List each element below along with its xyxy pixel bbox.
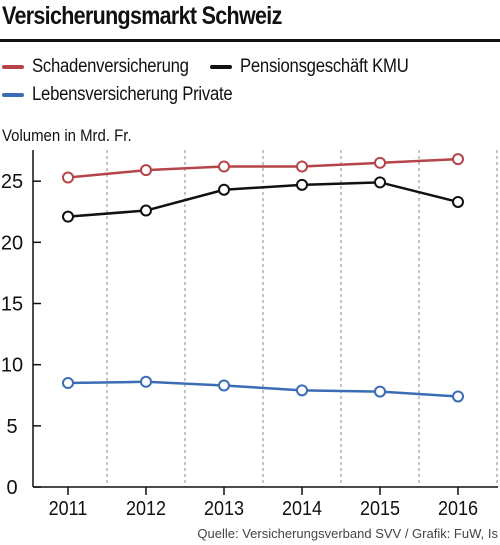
data-point	[452, 390, 464, 403]
legend-swatch-blue	[2, 93, 24, 97]
data-point	[62, 171, 74, 184]
legend-swatch-red	[2, 65, 24, 69]
data-point	[296, 178, 308, 191]
legend-label: Schadenversicherung	[32, 56, 189, 77]
x-tick-label: 2012	[126, 498, 166, 520]
y-tick-label: 20	[1, 232, 23, 254]
source-note: Quelle: Versicherungsverband SVV / Grafi…	[197, 526, 498, 541]
y-tick-label: 15	[1, 294, 23, 316]
series-line-0	[67, 157, 459, 179]
y-tick-label: 25	[1, 171, 23, 193]
x-tick-label: 2015	[360, 498, 400, 520]
data-point	[62, 377, 74, 390]
legend-item-schadenversicherung: Schadenversicherung	[2, 56, 210, 78]
series-line-1	[67, 181, 459, 218]
x-tick-label: 2013	[204, 498, 244, 520]
legend-item-pensionsgeschaeft: Pensionsgeschäft KMU	[210, 56, 432, 78]
data-point	[62, 210, 74, 223]
x-tick-label: 2011	[49, 498, 88, 520]
legend-swatch-black	[210, 65, 232, 69]
y-tick-label: 10	[1, 355, 23, 377]
legend-label: Pensionsgeschäft KMU	[240, 56, 409, 77]
legend-item-lebensversicherung: Lebensversicherung Private	[2, 84, 260, 106]
data-point	[218, 160, 230, 173]
data-point	[218, 379, 230, 392]
data-point	[452, 195, 464, 208]
title-rule	[0, 39, 500, 42]
data-point	[374, 176, 386, 189]
y-axis-label: Volumen in Mrd. Fr.	[2, 127, 132, 145]
data-point	[140, 375, 152, 388]
data-point	[296, 384, 308, 397]
chart-title: Versicherungsmarkt Schweiz	[2, 2, 282, 30]
x-tick-label: 2016	[438, 498, 478, 520]
data-point	[140, 204, 152, 217]
y-tick-label: 5	[6, 416, 17, 438]
data-point	[452, 153, 464, 166]
x-tick-label: 2014	[282, 498, 322, 520]
legend: Schadenversicherung Pensionsgeschäft KMU…	[0, 52, 500, 112]
legend-label: Lebensversicherung Private	[32, 84, 233, 105]
data-point	[374, 385, 386, 398]
y-tick-label: 0	[6, 477, 17, 499]
series-line-2	[67, 380, 459, 398]
data-point	[296, 160, 308, 173]
data-point	[374, 156, 386, 169]
data-point	[218, 183, 230, 196]
data-point	[140, 164, 152, 177]
